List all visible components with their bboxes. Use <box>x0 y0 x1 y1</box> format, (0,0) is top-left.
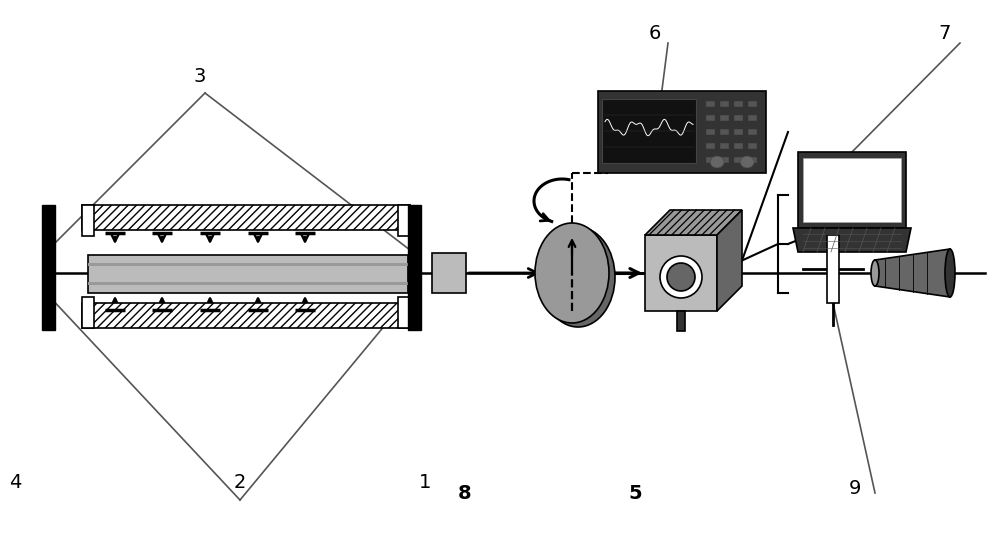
Ellipse shape <box>667 263 695 291</box>
Bar <box>720 115 729 121</box>
Bar <box>734 143 743 149</box>
Text: 9: 9 <box>849 478 861 498</box>
Bar <box>602 99 696 163</box>
Bar <box>82 205 410 230</box>
Bar <box>803 158 901 222</box>
Polygon shape <box>793 228 911 252</box>
Text: 5: 5 <box>628 484 642 503</box>
Ellipse shape <box>535 223 609 323</box>
Ellipse shape <box>710 156 724 168</box>
Bar <box>88 255 408 293</box>
Bar <box>398 205 410 236</box>
Polygon shape <box>717 210 742 311</box>
Bar <box>748 143 757 149</box>
Bar <box>706 143 715 149</box>
Ellipse shape <box>740 156 754 168</box>
Bar <box>748 129 757 135</box>
Bar <box>432 253 466 293</box>
Bar <box>706 129 715 135</box>
Bar <box>720 157 729 163</box>
Bar <box>706 157 715 163</box>
Bar <box>720 143 729 149</box>
Ellipse shape <box>541 227 615 327</box>
Bar <box>827 235 839 303</box>
Bar <box>42 205 55 330</box>
Bar <box>88 263 408 266</box>
Text: 1: 1 <box>419 473 431 492</box>
Bar <box>706 115 715 121</box>
Bar <box>720 129 729 135</box>
Bar <box>734 157 743 163</box>
Polygon shape <box>798 152 906 228</box>
Bar <box>598 91 766 173</box>
Bar <box>706 101 715 107</box>
Bar <box>82 297 94 328</box>
Ellipse shape <box>945 249 955 297</box>
Text: 6: 6 <box>649 24 661 43</box>
Bar <box>734 101 743 107</box>
Ellipse shape <box>660 256 702 298</box>
Text: 4: 4 <box>9 473 21 492</box>
Text: 3: 3 <box>194 66 206 86</box>
Text: 7: 7 <box>939 24 951 43</box>
Text: 2: 2 <box>234 473 246 492</box>
Text: 8: 8 <box>458 484 472 503</box>
Ellipse shape <box>871 260 879 286</box>
Bar <box>408 205 421 330</box>
Bar <box>88 281 408 285</box>
Bar <box>748 115 757 121</box>
Bar <box>720 101 729 107</box>
Bar <box>748 101 757 107</box>
Bar <box>734 129 743 135</box>
Bar <box>645 235 717 311</box>
Bar <box>734 115 743 121</box>
Polygon shape <box>875 249 950 297</box>
Bar <box>82 303 410 328</box>
Bar <box>82 205 94 236</box>
Bar <box>398 297 410 328</box>
Polygon shape <box>645 210 742 235</box>
Bar <box>677 311 685 331</box>
Bar <box>748 157 757 163</box>
